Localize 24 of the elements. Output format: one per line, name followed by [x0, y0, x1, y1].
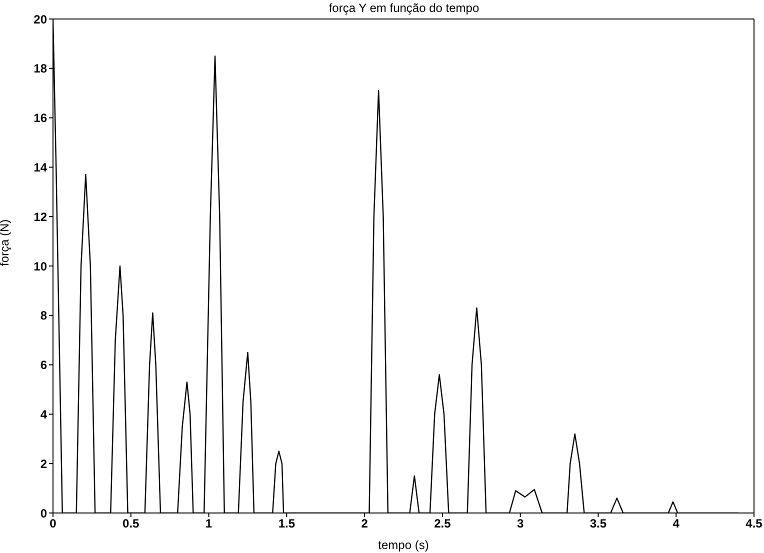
y-tick-label: 12: [34, 210, 48, 224]
x-tick-label: 2.5: [434, 516, 452, 531]
x-tick-label: 1.5: [278, 516, 296, 531]
x-tick-label: 0: [50, 516, 57, 531]
x-tick-label: 3.5: [590, 516, 607, 531]
y-tick-label: 8: [40, 308, 48, 323]
chart-title: força Y em função do tempo: [328, 1, 480, 15]
y-tick-label: 10: [34, 259, 48, 274]
y-tick-label: 20: [34, 12, 48, 26]
x-tick-label: 2: [361, 516, 368, 531]
y-tick-label: 16: [34, 111, 48, 126]
y-tick-label: 2: [40, 456, 48, 471]
y-tick-label: 14: [34, 160, 48, 174]
x-tick-label: 4: [672, 516, 680, 531]
x-axis-title: tempo (s): [378, 538, 429, 552]
y-axis-title: força (N): [0, 219, 12, 266]
x-tick-label: 4.5: [746, 516, 763, 531]
x-tick-label: 3: [516, 516, 524, 531]
y-tick-label: 0: [40, 506, 48, 520]
y-tick-label: 4: [40, 407, 48, 422]
y-tick-label: 6: [40, 358, 48, 372]
y-tick-label: 18: [34, 62, 48, 76]
x-tick-label: 1: [205, 516, 212, 531]
x-tick-label: 0.5: [122, 516, 140, 531]
